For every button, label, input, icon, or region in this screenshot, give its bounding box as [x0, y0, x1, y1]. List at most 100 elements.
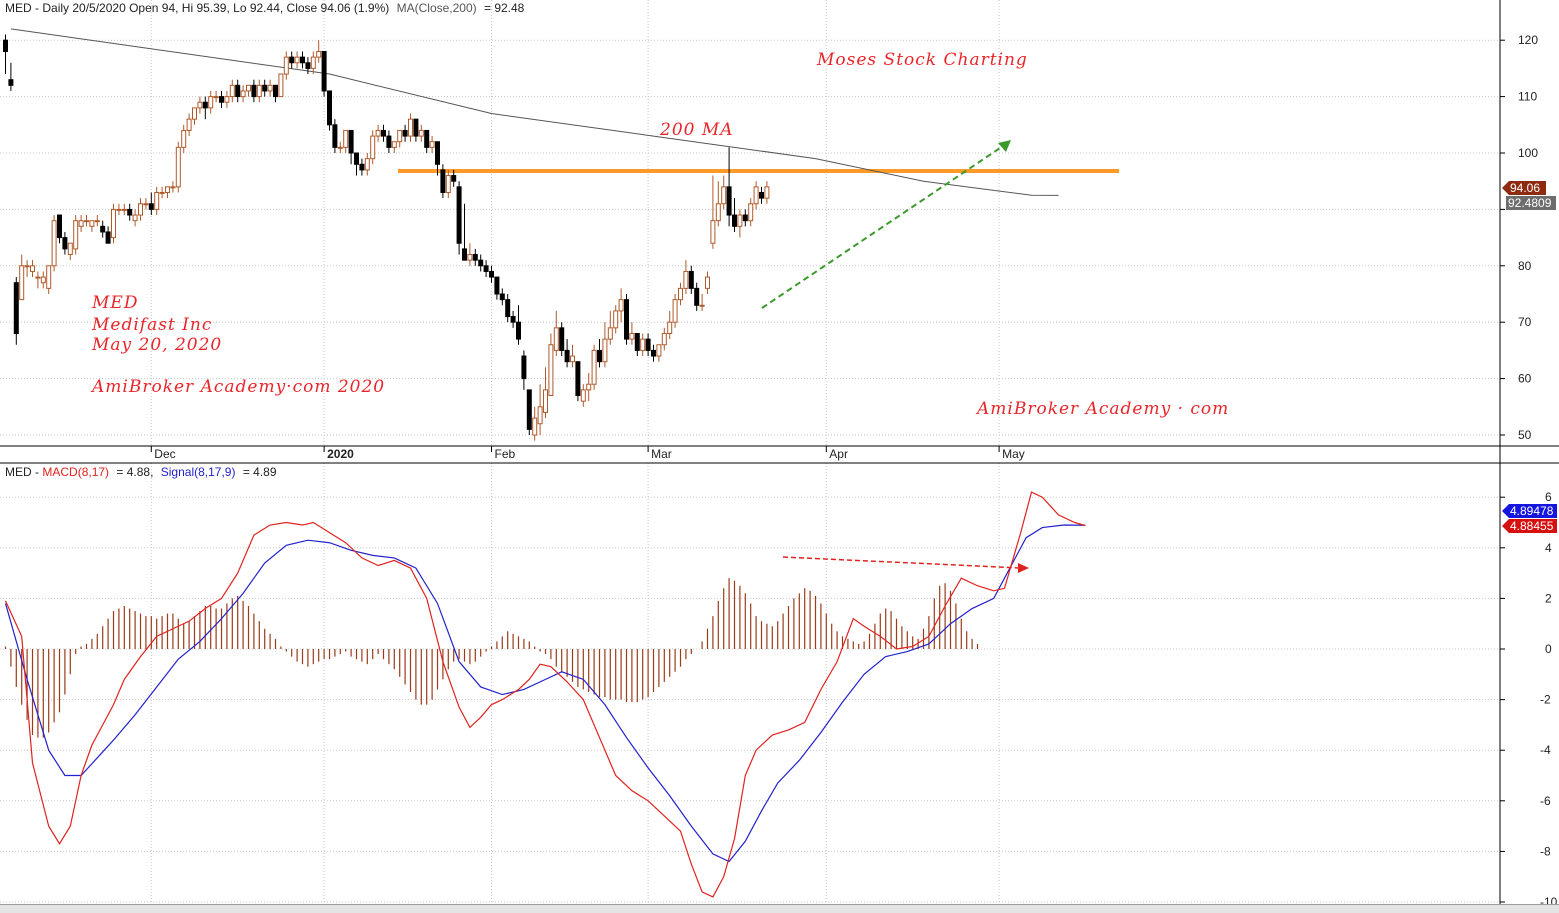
- candle-body: [478, 259, 484, 267]
- candle: [408, 113, 413, 142]
- macd-path: [4, 491, 1086, 898]
- candle-body: [192, 107, 197, 120]
- candle: [591, 344, 597, 390]
- candle: [192, 107, 197, 125]
- macd-tick-label: 0: [1545, 642, 1552, 656]
- candle-body: [408, 118, 413, 137]
- candle: [586, 372, 592, 402]
- macd-header-sep: -: [35, 465, 42, 479]
- candle: [219, 90, 224, 108]
- candle: [354, 152, 359, 176]
- candle-body: [667, 321, 673, 334]
- candle: [688, 265, 694, 294]
- candle-body: [678, 287, 683, 301]
- date-axis: Dec 2020 Feb Mar Apr May: [150, 446, 1025, 461]
- candle-body: [262, 84, 268, 92]
- candle: [84, 215, 89, 227]
- signal-path: [4, 524, 1086, 863]
- price-header-ma-value: = 92.48: [484, 1, 525, 15]
- candle: [564, 339, 570, 368]
- candle-body: [127, 208, 133, 216]
- candle-body: [505, 299, 511, 318]
- candle-body: [764, 186, 770, 199]
- moses-annotation: Moses Stock Charting: [816, 50, 1028, 70]
- candle-body: [327, 90, 332, 126]
- candle: [575, 361, 581, 402]
- candle-body: [40, 276, 46, 284]
- candle: [19, 254, 25, 301]
- candle-body: [451, 175, 457, 182]
- sheet-tab-strip[interactable]: [0, 904, 1559, 913]
- candle: [386, 130, 392, 153]
- candle: [629, 322, 635, 345]
- candle-body: [321, 50, 327, 92]
- candle-body: [256, 84, 262, 98]
- candle-body: [251, 84, 257, 98]
- macd-tick-label: -6: [1540, 794, 1551, 808]
- candle: [516, 305, 521, 345]
- candle: [559, 322, 565, 357]
- candle-body: [305, 62, 311, 69]
- candle: [175, 141, 181, 193]
- macd-tick-label: -2: [1540, 693, 1551, 707]
- candle-body: [537, 406, 543, 425]
- candle: [300, 51, 305, 69]
- candle: [667, 310, 673, 340]
- candle: [186, 113, 192, 137]
- candlestick-series: [3, 34, 770, 441]
- macd-tick-label: 4: [1545, 541, 1552, 555]
- company-annotation: Medifast Inc: [91, 315, 212, 335]
- candle-body: [67, 242, 73, 256]
- candle: [499, 288, 505, 306]
- candle-body: [489, 270, 494, 278]
- candle: [35, 271, 41, 289]
- macd-header-symbol: MED: [5, 465, 32, 479]
- macd-tick-label: -8: [1540, 844, 1551, 858]
- candle: [246, 84, 251, 97]
- candle: [294, 51, 300, 69]
- candle-body: [386, 135, 392, 148]
- candle-body: [19, 265, 25, 301]
- candle-body: [132, 214, 138, 222]
- candle: [105, 226, 111, 244]
- candle: [505, 294, 511, 323]
- candle-body: [8, 79, 14, 86]
- candle-body: [613, 310, 619, 329]
- candle: [721, 175, 727, 210]
- candle-body: [84, 220, 89, 223]
- candle: [607, 310, 613, 345]
- candle: [343, 129, 349, 153]
- candle-body: [640, 338, 646, 351]
- candle: [154, 186, 160, 216]
- candle: [537, 384, 543, 435]
- candle: [732, 198, 737, 232]
- candle: [661, 327, 667, 351]
- candle-body: [3, 39, 8, 52]
- candle-body: [100, 225, 106, 233]
- candle: [78, 215, 84, 232]
- candle-body: [705, 276, 710, 289]
- candle: [710, 175, 716, 249]
- candle-body: [645, 338, 651, 351]
- candle-body: [57, 214, 62, 239]
- candle: [435, 141, 440, 176]
- candle: [742, 209, 748, 227]
- candle-body: [310, 56, 316, 69]
- candle-body: [591, 349, 597, 385]
- candle: [100, 220, 106, 238]
- candle-body: [553, 327, 559, 351]
- candle-body: [143, 203, 149, 206]
- candle: [753, 181, 759, 210]
- candle-body: [240, 90, 246, 98]
- candle: [202, 96, 208, 120]
- candle-body: [494, 276, 500, 295]
- candle: [510, 310, 516, 328]
- candle: [170, 181, 176, 193]
- candle-body: [121, 208, 127, 211]
- date-annotation: May 20, 2020: [91, 335, 222, 355]
- candle: [40, 271, 46, 289]
- candle: [67, 242, 73, 261]
- candle: [13, 277, 19, 345]
- candle-body: [78, 220, 84, 227]
- divergence-arrow: [782, 556, 1029, 573]
